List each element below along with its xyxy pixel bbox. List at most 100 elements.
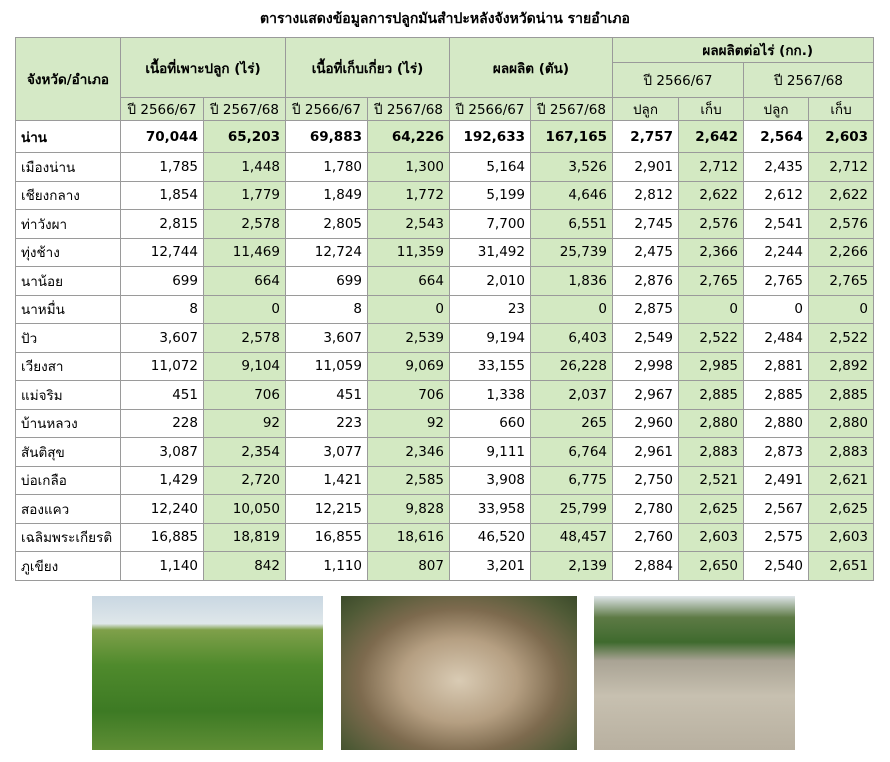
header-cell: จังหวัด/อำเภอ — [15, 37, 121, 121]
value-cell: 6,551 — [530, 209, 613, 239]
district-cell: ทุ่งช้าง — [15, 237, 121, 267]
district-cell: นาน้อย — [15, 266, 121, 296]
value-cell: 2,885 — [678, 380, 744, 410]
value-cell: 2,541 — [743, 209, 809, 239]
value-cell: 1,110 — [285, 551, 368, 581]
data-row: สองแคว 12,240 10,050 12,215 9,828 33,958 25,79… — [15, 494, 874, 524]
value-cell: 23 — [449, 294, 531, 324]
data-row: เฉลิมพระเกียรติ 16,885 18,819 16,855 18,616 4… — [15, 522, 874, 552]
value-cell: 3,526 — [530, 152, 613, 182]
value-cell: 9,104 — [203, 351, 286, 381]
value-cell: 265 — [530, 408, 613, 438]
district-cell: ท่าวังผา — [15, 209, 121, 239]
data-row: เวียงสา 11,072 9,104 11,059 9,069 33,155 26,22… — [15, 351, 874, 381]
header-cell: เก็บ — [678, 97, 744, 121]
value-cell: 2,750 — [612, 465, 679, 495]
value-cell: 2,875 — [612, 294, 679, 324]
value-cell: 2,539 — [367, 323, 450, 353]
value-cell: 9,194 — [449, 323, 531, 353]
value-cell: 807 — [367, 551, 450, 581]
value-cell: 2,575 — [743, 522, 809, 552]
value-cell: 2,475 — [612, 237, 679, 267]
value-cell: 660 — [449, 408, 531, 438]
value-cell: 3,607 — [120, 323, 204, 353]
header-row: ปี 2566/67 ปี 2567/68 — [16, 62, 874, 98]
value-cell: 451 — [285, 380, 368, 410]
data-table: จังหวัด/อำเภอ เนื้อที่เพาะปลูก (ไร่) เนื้อ… — [15, 37, 874, 581]
value-cell: 2,880 — [743, 408, 809, 438]
header-cell: ปลูก — [743, 97, 809, 121]
value-cell: 64,226 — [367, 120, 450, 153]
value-cell: 2,885 — [743, 380, 809, 410]
value-cell: 48,457 — [530, 522, 613, 552]
value-cell: 2,892 — [808, 351, 874, 381]
value-cell: 2,603 — [808, 522, 874, 552]
value-cell: 2,765 — [808, 266, 874, 296]
data-row: นาน้อย 699 664 699 664 2,010 1,836 2,876 2,765 2,… — [15, 266, 874, 296]
value-cell: 2,884 — [612, 551, 679, 581]
value-cell: 3,201 — [449, 551, 531, 581]
value-cell: 2,576 — [808, 209, 874, 239]
value-cell: 2,712 — [678, 152, 744, 182]
value-cell: 2,567 — [743, 494, 809, 524]
value-cell: 16,885 — [120, 522, 204, 552]
value-cell: 2,564 — [743, 120, 809, 153]
value-cell: 664 — [203, 266, 286, 296]
value-cell: 2,621 — [808, 465, 874, 495]
value-cell: 2,037 — [530, 380, 613, 410]
district-cell: สันติสุข — [15, 437, 121, 467]
value-cell: 2,578 — [203, 209, 286, 239]
value-cell: 2,876 — [612, 266, 679, 296]
value-cell: 11,059 — [285, 351, 368, 381]
value-cell: 706 — [203, 380, 286, 410]
value-cell: 1,849 — [285, 180, 368, 210]
header-cell: ปลูก — [612, 97, 679, 121]
district-cell: เวียงสา — [15, 351, 121, 381]
value-cell: 451 — [120, 380, 204, 410]
value-cell: 12,215 — [285, 494, 368, 524]
data-row: บ้านหลวง 228 92 223 92 660 265 2,960 2,880 2,880 2… — [15, 408, 874, 438]
value-cell: 1,421 — [285, 465, 368, 495]
value-cell: 0 — [203, 294, 286, 324]
value-cell: 1,785 — [120, 152, 204, 182]
value-cell: 2,880 — [678, 408, 744, 438]
value-cell: 2,720 — [203, 465, 286, 495]
value-cell: 1,448 — [203, 152, 286, 182]
district-cell: แม่จริม — [15, 380, 121, 410]
value-cell: 2,521 — [678, 465, 744, 495]
value-cell: 2,712 — [808, 152, 874, 182]
value-cell: 10,050 — [203, 494, 286, 524]
value-cell: 2,883 — [808, 437, 874, 467]
value-cell: 2,522 — [808, 323, 874, 353]
value-cell: 2,780 — [612, 494, 679, 524]
value-cell: 699 — [285, 266, 368, 296]
value-cell: 1,779 — [203, 180, 286, 210]
value-cell: 3,077 — [285, 437, 368, 467]
value-cell: 2,266 — [808, 237, 874, 267]
district-cell: เฉลิมพระเกียรติ — [15, 522, 121, 552]
data-row: บ่อเกลือ 1,429 2,720 1,421 2,585 3,908 6,775 2,… — [15, 465, 874, 495]
value-cell: 2,366 — [678, 237, 744, 267]
header-cell: เนื้อที่เก็บเกี่ยว (ไร่) — [285, 37, 450, 98]
value-cell: 2,435 — [743, 152, 809, 182]
value-cell: 25,739 — [530, 237, 613, 267]
value-cell: 2,522 — [678, 323, 744, 353]
value-cell: 5,164 — [449, 152, 531, 182]
value-cell: 18,616 — [367, 522, 450, 552]
value-cell: 7,700 — [449, 209, 531, 239]
value-cell: 2,612 — [743, 180, 809, 210]
value-cell: 6,403 — [530, 323, 613, 353]
data-row: นาหมื่น 8 0 8 0 23 0 2,875 0 0 0 — [15, 294, 874, 324]
value-cell: 2,883 — [678, 437, 744, 467]
value-cell: 92 — [203, 408, 286, 438]
value-cell: 0 — [678, 294, 744, 324]
data-row: สันติสุข 3,087 2,354 3,077 2,346 9,111 6,764 2,… — [15, 437, 874, 467]
value-cell: 2,625 — [808, 494, 874, 524]
district-cell: เมืองน่าน — [15, 152, 121, 182]
value-cell: 2,244 — [743, 237, 809, 267]
value-cell: 2,901 — [612, 152, 679, 182]
value-cell: 2,873 — [743, 437, 809, 467]
value-cell: 2,757 — [612, 120, 679, 153]
value-cell: 2,651 — [808, 551, 874, 581]
